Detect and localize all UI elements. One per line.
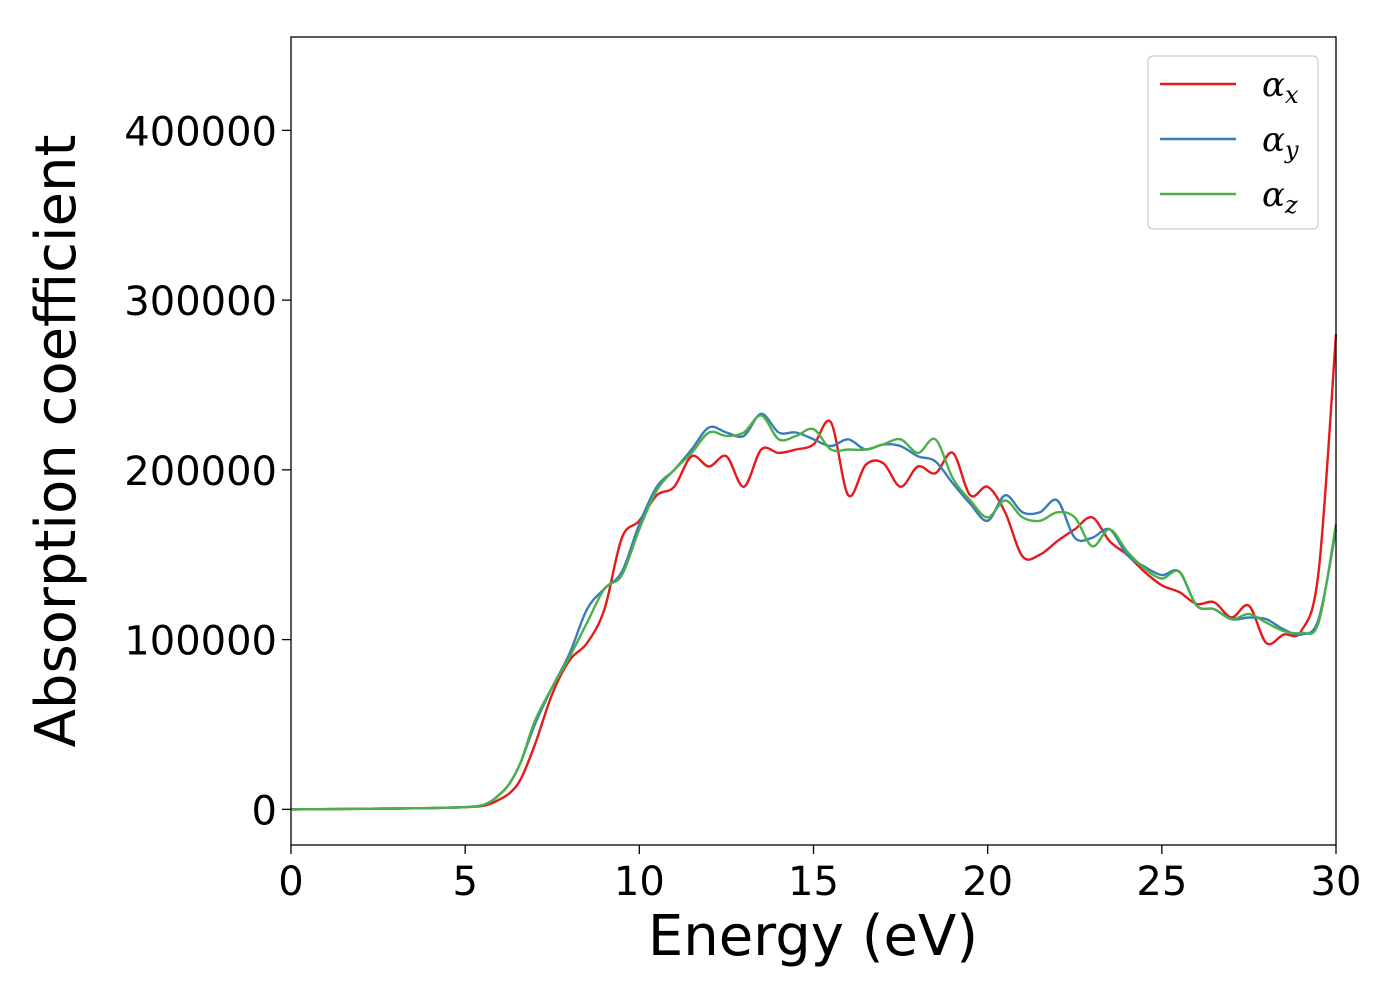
y-tick-label: 0 xyxy=(252,788,277,834)
y-tick-label: 100000 xyxy=(124,619,277,665)
y-tick-label: 300000 xyxy=(124,279,277,325)
series-line-y xyxy=(290,412,1338,811)
x-tick-label: 30 xyxy=(1311,859,1362,905)
y-axis: 0 100000 200000 300000 400000 xyxy=(124,109,291,834)
x-tick-label: 5 xyxy=(452,859,477,905)
x-axis: 0 5 10 15 20 25 30 xyxy=(278,845,1361,905)
y-tick-label: 400000 xyxy=(124,109,277,155)
legend-box xyxy=(1147,55,1319,230)
x-tick-label: 20 xyxy=(962,859,1013,905)
series-layer xyxy=(290,334,1338,811)
y-axis-title: Absorption coefficient xyxy=(24,135,89,748)
series-line-z xyxy=(290,414,1338,811)
legend-label-z: αz xyxy=(1262,175,1298,219)
x-axis-title: Energy (eV) xyxy=(648,904,978,969)
y-tick-label: 200000 xyxy=(124,449,277,495)
x-tick-label: 10 xyxy=(614,859,665,905)
x-tick-label: 0 xyxy=(278,859,303,905)
x-tick-label: 15 xyxy=(788,859,839,905)
x-tick-label: 25 xyxy=(1136,859,1187,905)
